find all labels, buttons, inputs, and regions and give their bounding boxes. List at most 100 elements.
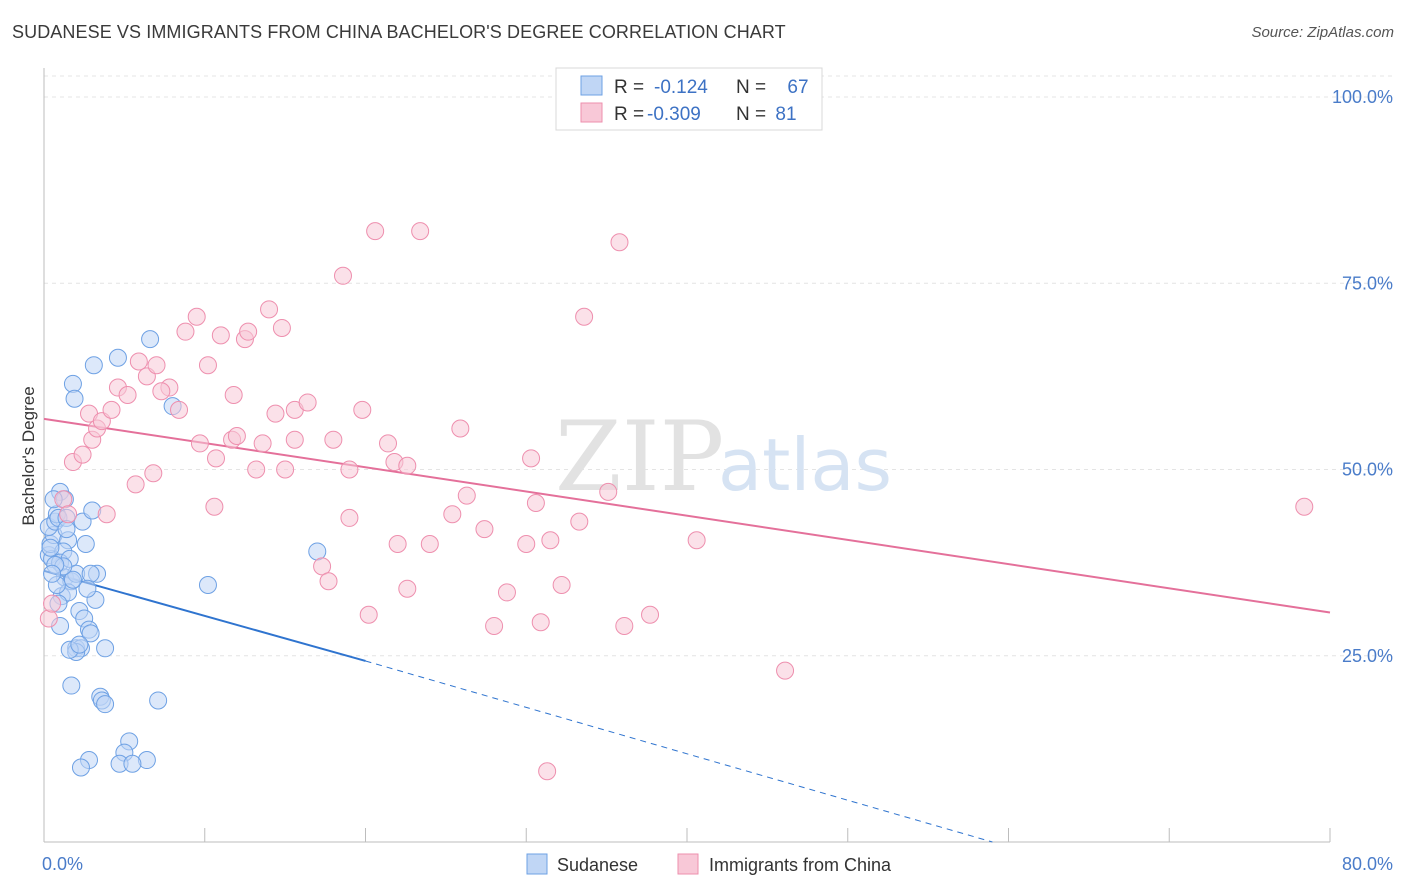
point-china-70 <box>570 512 589 531</box>
point-china-26 <box>260 300 279 319</box>
point-china-76 <box>1295 497 1314 516</box>
point-sudanese-50 <box>63 374 82 393</box>
point-china-29 <box>298 393 317 412</box>
legend-n-value-sudanese: 67 <box>787 77 808 98</box>
point-china-5 <box>73 445 92 464</box>
watermark-atlas: atlas <box>718 423 892 507</box>
point-china-21 <box>198 356 217 375</box>
bottom-legend-swatch-sudanese <box>526 853 548 875</box>
point-china-74 <box>687 531 706 550</box>
point-china-55 <box>205 497 224 516</box>
point-sudanese-49 <box>123 754 142 773</box>
y-axis-label: Bachelor's Degree <box>19 386 38 525</box>
point-china-64 <box>485 616 504 635</box>
legend-n-value-china: 81 <box>775 104 796 125</box>
point-china-2 <box>54 490 73 509</box>
point-sudanese-66 <box>43 564 62 583</box>
point-china-10 <box>102 400 121 419</box>
point-china-54 <box>144 464 163 483</box>
legend-n-label-china: N = <box>736 104 766 125</box>
point-china-19 <box>176 322 195 341</box>
bottom-legend-label-china: Immigrants from China <box>709 855 892 875</box>
point-china-12 <box>118 386 137 404</box>
point-china-66 <box>517 535 536 553</box>
point-china-50 <box>451 419 470 438</box>
x-tick-label-0: 0.0% <box>42 854 83 874</box>
point-china-56 <box>313 557 332 576</box>
point-china-60 <box>420 535 439 553</box>
point-china-46 <box>353 400 372 419</box>
point-china-45 <box>340 460 359 479</box>
legend-swatch-sudanese <box>580 75 603 96</box>
point-china-13 <box>129 352 148 371</box>
point-sudanese-38 <box>62 676 81 695</box>
point-china-25 <box>239 322 258 341</box>
y-tick-label-75: 75.0% <box>1342 273 1393 293</box>
point-china-63 <box>475 520 494 539</box>
bottom-legend-swatch-china <box>677 853 699 875</box>
trend-line-sudanese-extension <box>365 660 993 843</box>
legend-r-label-sudanese: R = <box>614 77 644 98</box>
bottom-legend-label-sudanese: Sudanese <box>557 855 638 875</box>
point-china-32 <box>411 222 430 241</box>
point-china-71 <box>599 482 618 501</box>
point-china-73 <box>641 605 660 624</box>
point-china-37 <box>207 449 226 468</box>
point-china-72 <box>615 616 634 635</box>
point-sudanese-51 <box>65 389 84 408</box>
source-label: Source: ZipAtlas.com <box>1251 24 1394 41</box>
y-tick-label-50: 50.0% <box>1342 460 1393 480</box>
point-sudanese-47 <box>71 758 90 777</box>
point-china-3 <box>59 505 78 524</box>
legend-r-value-sudanese: -0.124 <box>654 77 708 98</box>
point-sudanese-52 <box>84 356 103 375</box>
point-china-79 <box>398 579 417 598</box>
point-china-49 <box>398 456 417 475</box>
data-points <box>39 222 1314 781</box>
y-tick-label-100: 100.0% <box>1332 87 1393 107</box>
chart-title: SUDANESE VS IMMIGRANTS FROM CHINA BACHEL… <box>12 22 786 42</box>
point-sudanese-62 <box>78 579 97 598</box>
point-china-61 <box>443 505 462 524</box>
legend: R = -0.124 N = 67 R = -0.309 N = 81 <box>555 67 823 131</box>
legend-n-label-sudanese: N = <box>736 77 766 98</box>
point-china-77 <box>538 762 557 781</box>
x-axis-ticks <box>204 828 1331 842</box>
y-tick-label-25: 25.0% <box>1342 646 1393 666</box>
point-china-43 <box>285 430 304 449</box>
point-china-69 <box>552 575 571 594</box>
point-sudanese-54 <box>141 330 160 349</box>
legend-swatch-china <box>580 102 603 123</box>
point-china-47 <box>379 434 398 453</box>
point-china-52 <box>97 505 116 524</box>
point-china-0 <box>39 609 58 628</box>
point-china-41 <box>253 434 272 453</box>
point-china-22 <box>211 326 230 345</box>
point-china-42 <box>276 460 295 479</box>
point-sudanese-42 <box>149 691 168 710</box>
point-china-15 <box>147 356 166 375</box>
point-china-27 <box>272 318 291 337</box>
legend-r-label-china: R = <box>614 104 644 125</box>
point-china-18 <box>170 400 189 419</box>
point-china-65 <box>497 583 516 602</box>
point-sudanese-53 <box>108 348 127 367</box>
point-sudanese-57 <box>308 542 327 561</box>
point-china-62 <box>457 486 476 505</box>
point-china-35 <box>266 404 285 423</box>
point-china-44 <box>324 430 343 449</box>
point-sudanese-36 <box>70 635 89 654</box>
point-sudanese-28 <box>81 624 100 643</box>
y-tick-labels: 25.0% 50.0% 75.0% 100.0% <box>1332 87 1393 666</box>
legend-r-value-china: -0.309 <box>647 104 701 125</box>
point-sudanese-31 <box>81 564 100 583</box>
point-china-78 <box>359 605 378 624</box>
x-tick-label-80: 80.0% <box>1342 854 1393 874</box>
point-sudanese-65 <box>96 639 115 658</box>
point-sudanese-21 <box>63 570 82 589</box>
point-china-34 <box>575 307 594 326</box>
point-china-80 <box>531 613 550 632</box>
point-china-57 <box>319 572 338 591</box>
point-china-53 <box>126 475 145 494</box>
point-china-17 <box>152 382 171 401</box>
